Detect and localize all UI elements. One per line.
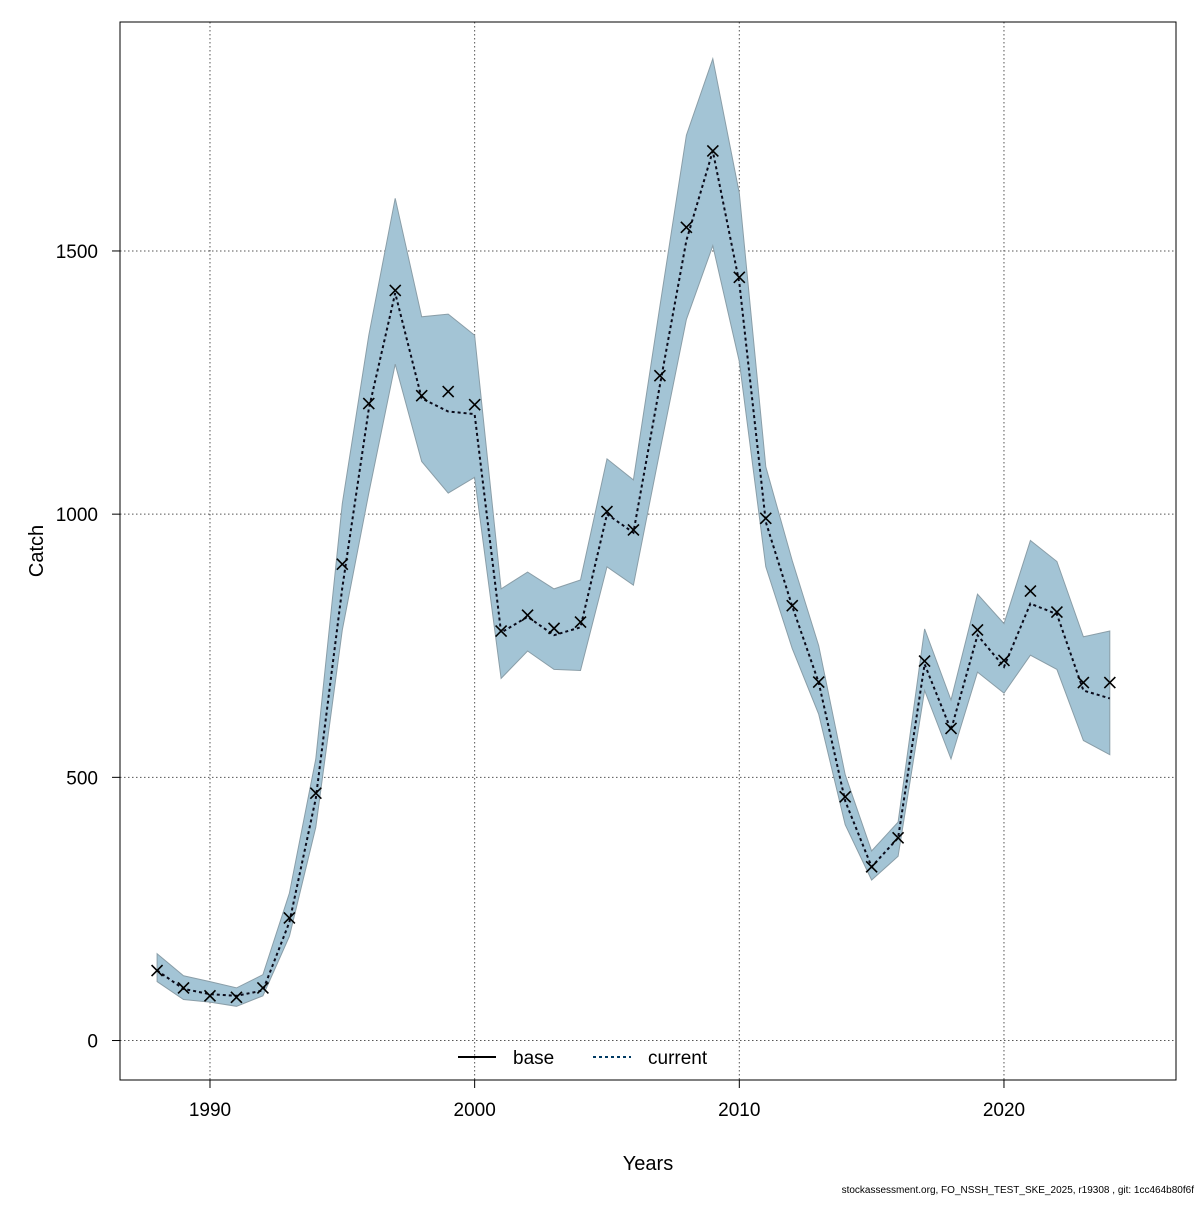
observed-point (944, 722, 958, 735)
marker-stroke (468, 398, 481, 411)
observed-point (600, 505, 614, 518)
observed-point (706, 144, 719, 158)
marker-stroke (1024, 584, 1037, 598)
marker-stroke (230, 991, 243, 1004)
marker-stroke (574, 615, 587, 629)
y-tick-label: 500 (66, 768, 98, 789)
marker-stroke (680, 221, 693, 234)
observed-point (759, 512, 772, 525)
observed-point (1050, 605, 1063, 619)
marker-stroke (653, 369, 666, 382)
y-tick-label: 0 (87, 1032, 98, 1053)
observed-point (574, 615, 587, 629)
observed-point (1024, 584, 1037, 598)
marker-stroke (865, 860, 878, 873)
observed-point (150, 964, 164, 977)
marker-stroke (1050, 605, 1063, 619)
marker-stroke (733, 271, 746, 284)
marker-stroke (1077, 676, 1090, 689)
marker-stroke (495, 624, 508, 638)
observed-point (680, 221, 693, 234)
observed-point (786, 599, 799, 612)
observed-point (256, 981, 269, 994)
observed-markers (150, 144, 1116, 1004)
marker-stroke (706, 144, 719, 158)
observed-point (627, 523, 640, 537)
legend-label-base: base (513, 1048, 554, 1069)
observed-point (442, 385, 455, 398)
observed-point (997, 654, 1011, 667)
observed-point (415, 389, 428, 402)
observed-point (468, 398, 481, 411)
marker-stroke (812, 675, 825, 689)
observed-point (1103, 676, 1116, 689)
observed-point (812, 675, 825, 689)
marker-stroke (918, 654, 931, 668)
x-tick-label: 1990 (189, 1100, 231, 1121)
marker-stroke (362, 397, 375, 410)
marker-stroke (1103, 676, 1116, 689)
observed-point (971, 623, 984, 637)
x-tick-label: 2010 (718, 1100, 760, 1121)
observed-point (865, 860, 878, 873)
observed-point (892, 831, 905, 844)
grid-lines (120, 22, 1176, 1080)
legend: base current (458, 1048, 708, 1069)
x-axis-label: Years (623, 1153, 673, 1175)
observed-point (283, 911, 296, 924)
x-tick-label: 2020 (983, 1100, 1025, 1121)
observed-point (362, 397, 375, 410)
y-axis-label: Catch (26, 525, 48, 577)
marker-stroke (203, 989, 217, 1002)
y-axis: 0 500 1000 1500 (56, 242, 120, 1053)
marker-stroke (759, 512, 772, 525)
observed-point (653, 369, 666, 382)
observed-point (918, 654, 931, 668)
marker-stroke (997, 654, 1011, 667)
observed-point (230, 991, 243, 1004)
marker-stroke (600, 505, 614, 518)
marker-stroke (177, 981, 190, 994)
marker-stroke (309, 787, 322, 800)
observed-point (495, 624, 508, 638)
footer-credit: stockassessment.org, FO_NSSH_TEST_SKE_20… (841, 1185, 1194, 1196)
observed-point (336, 558, 349, 571)
marker-stroke (892, 831, 905, 844)
observed-point (177, 981, 190, 994)
current-estimate-line (156, 150, 1111, 997)
marker-stroke (839, 790, 852, 803)
marker-stroke (389, 284, 402, 297)
marker-stroke (944, 722, 958, 735)
observed-point (839, 790, 852, 803)
marker-stroke (786, 599, 799, 612)
x-tick-label: 2000 (454, 1100, 496, 1121)
observed-point (389, 284, 402, 297)
marker-stroke (627, 523, 640, 537)
marker-stroke (150, 964, 164, 977)
marker-stroke (521, 609, 534, 622)
y-tick-label: 1000 (56, 505, 98, 526)
x-axis: 1990 2000 2010 2020 (189, 1080, 1025, 1121)
marker-stroke (442, 385, 455, 398)
marker-stroke (336, 558, 349, 571)
marker-stroke (256, 981, 269, 994)
legend-label-current: current (648, 1048, 708, 1069)
observed-point (521, 609, 534, 622)
observed-point (1077, 676, 1090, 689)
observed-point (547, 622, 561, 635)
plot-frame (119, 21, 1177, 1081)
marker-stroke (971, 623, 984, 637)
marker-stroke (415, 389, 428, 402)
y-tick-label: 1500 (56, 242, 98, 263)
marker-stroke (547, 622, 561, 635)
observed-point (203, 989, 217, 1002)
observed-point (733, 271, 746, 284)
observed-point (309, 787, 322, 800)
marker-stroke (283, 911, 296, 924)
